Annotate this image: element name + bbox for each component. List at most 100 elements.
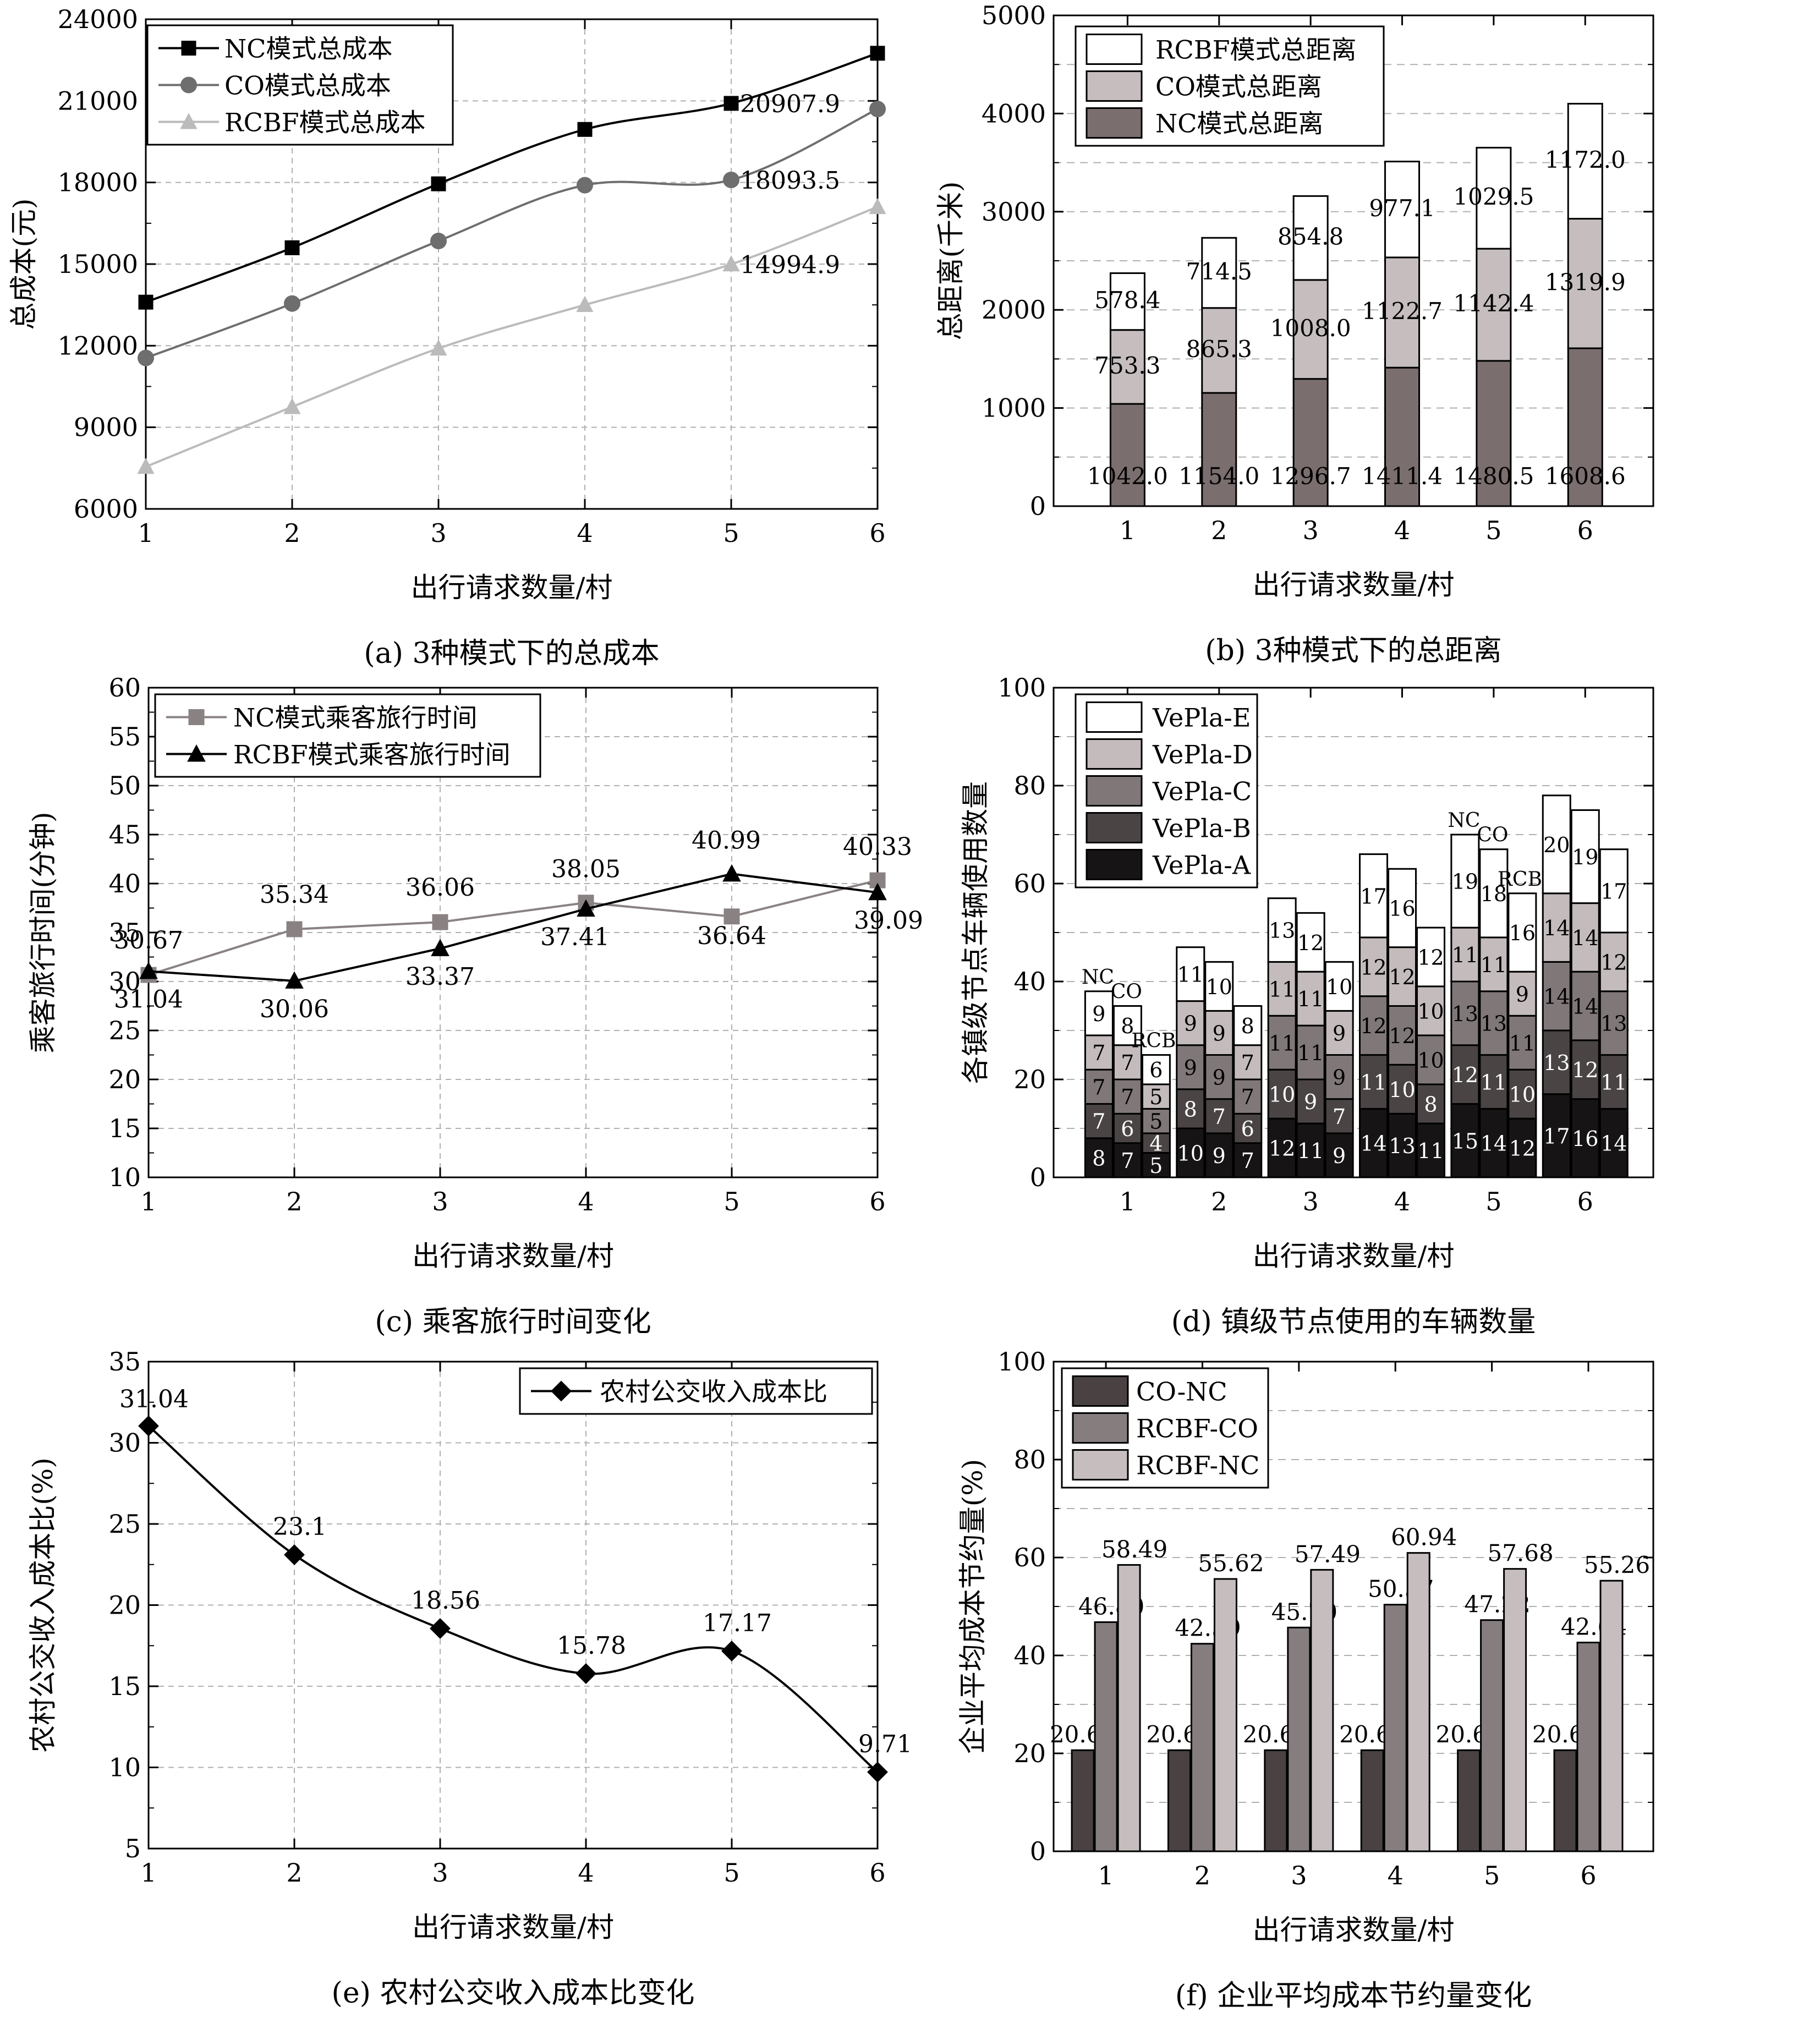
bar-label: 18 bbox=[1481, 882, 1507, 906]
bar-segment bbox=[1084, 1103, 1114, 1139]
x-tick-label: 2 bbox=[1211, 516, 1227, 545]
bar-segment bbox=[1233, 1005, 1263, 1046]
bar bbox=[1503, 1568, 1527, 1852]
bar-label: 9 bbox=[1184, 1012, 1197, 1036]
bar-label: 14 bbox=[1572, 995, 1598, 1019]
x-tick-label: 5 bbox=[1484, 1861, 1500, 1890]
bar-segment bbox=[1570, 1039, 1600, 1100]
y-tick-label: 21000 bbox=[58, 86, 138, 116]
bar-segment bbox=[1112, 1142, 1142, 1178]
bar-segment bbox=[1112, 1044, 1142, 1081]
y-tick-label: 20 bbox=[1013, 1065, 1046, 1094]
x-tick-label: 5 bbox=[1485, 516, 1501, 545]
bar-segment bbox=[1542, 1029, 1571, 1095]
data-label: 18093.5 bbox=[740, 167, 840, 195]
data-point bbox=[139, 961, 158, 979]
x-tick-label: 2 bbox=[1211, 1187, 1227, 1216]
x-tick-label: 5 bbox=[723, 1858, 739, 1888]
bar bbox=[1287, 1626, 1311, 1852]
x-tick-label: 2 bbox=[284, 518, 300, 548]
panel-caption: (f) 企业平均成本节约量变化 bbox=[1175, 1979, 1532, 2012]
y-tick-label: 0 bbox=[1030, 1162, 1046, 1192]
bar-segment bbox=[1567, 218, 1603, 349]
data-label: 35.34 bbox=[260, 881, 329, 909]
bar-label: 7 bbox=[1333, 1105, 1346, 1129]
bar-label: 16 bbox=[1389, 897, 1415, 921]
legend-swatch bbox=[1086, 70, 1143, 102]
y-tick-label: 15 bbox=[108, 1671, 141, 1701]
bar-segment bbox=[1476, 248, 1512, 362]
bar-label: 8 bbox=[1241, 1014, 1254, 1038]
bar-segment bbox=[1599, 1107, 1629, 1178]
x-axis-label: 出行请求数量/村 bbox=[411, 572, 613, 604]
legend-marker bbox=[180, 76, 197, 94]
x-tick-label: 4 bbox=[577, 518, 593, 548]
bar-label: 1029.5 bbox=[1453, 183, 1534, 210]
bar-label: 13 bbox=[1269, 919, 1295, 943]
bar-segment bbox=[1204, 1054, 1234, 1100]
x-tick-label: 3 bbox=[430, 518, 446, 548]
y-tick-label: 100 bbox=[997, 1347, 1046, 1377]
data-point bbox=[284, 295, 300, 312]
bar-label: 7 bbox=[1241, 1051, 1254, 1075]
bar-label: 13 bbox=[1481, 1012, 1507, 1036]
bar-label: 14 bbox=[1481, 1132, 1507, 1156]
bar-label: 11 bbox=[1600, 1070, 1627, 1094]
legend-label: RCBF模式总距离 bbox=[1155, 35, 1357, 65]
data-point bbox=[138, 294, 154, 310]
data-label: 17.17 bbox=[703, 1609, 772, 1637]
bar-label: 1008.0 bbox=[1270, 315, 1351, 342]
legend-swatch bbox=[1086, 34, 1143, 65]
bar-label: 6 bbox=[1121, 1117, 1134, 1141]
bar-segment bbox=[1359, 1107, 1389, 1178]
data-point bbox=[137, 458, 155, 474]
data-label: 31.04 bbox=[119, 1385, 189, 1413]
bar-label: 14 bbox=[1600, 1132, 1627, 1156]
series-line-0 bbox=[147, 1425, 879, 1773]
legend-swatch bbox=[1072, 1449, 1129, 1480]
series-line-1 bbox=[148, 873, 878, 982]
y-tick-label: 6000 bbox=[74, 494, 138, 524]
bar bbox=[1406, 1552, 1430, 1852]
y-tick-label: 4000 bbox=[982, 98, 1046, 128]
data-point bbox=[867, 1762, 888, 1783]
y-tick-label: 10 bbox=[108, 1162, 141, 1192]
bar-segment bbox=[1141, 1152, 1171, 1178]
x-tick-label: 3 bbox=[1303, 516, 1319, 545]
bar-segment bbox=[1296, 1122, 1325, 1178]
legend-marker bbox=[188, 709, 205, 725]
bar-segment bbox=[1567, 102, 1603, 220]
x-tick-label: 3 bbox=[432, 1858, 448, 1888]
bar-label: 8 bbox=[1184, 1097, 1197, 1121]
y-tick-label: 40 bbox=[1013, 967, 1046, 996]
bar-label: 8 bbox=[1121, 1014, 1134, 1038]
bar-segment bbox=[1416, 1034, 1446, 1085]
bar-label: 12 bbox=[1269, 1137, 1295, 1161]
x-tick-label: 6 bbox=[1580, 1861, 1596, 1890]
data-point bbox=[286, 921, 303, 937]
y-tick-label: 20 bbox=[108, 1065, 141, 1094]
data-label: 40.99 bbox=[692, 826, 761, 854]
y-tick-label: 30 bbox=[108, 1428, 141, 1458]
bar-label: 865.3 bbox=[1186, 336, 1252, 363]
bar-label: 7 bbox=[1213, 1105, 1226, 1129]
y-tick-label: 0 bbox=[1030, 1836, 1046, 1866]
bar bbox=[1383, 1604, 1407, 1852]
bar-label: 1608.6 bbox=[1545, 463, 1626, 490]
bar-segment bbox=[1141, 1083, 1171, 1110]
bar-label: 11 bbox=[1177, 963, 1204, 987]
bar-label: 6 bbox=[1241, 1117, 1254, 1141]
panel-caption: (a) 3种模式下的总成本 bbox=[364, 637, 659, 670]
bar-label: 1042.0 bbox=[1087, 463, 1168, 490]
bar-label: 10 bbox=[1177, 1142, 1204, 1166]
bar-label: 55.62 bbox=[1198, 1550, 1264, 1577]
bar-label: 7 bbox=[1241, 1085, 1254, 1109]
x-tick-label: 1 bbox=[1120, 1187, 1136, 1216]
bar-label: 10 bbox=[1206, 975, 1232, 999]
bar-label: 12 bbox=[1509, 1137, 1536, 1161]
x-tick-label: 2 bbox=[286, 1187, 302, 1216]
data-point bbox=[575, 1663, 596, 1684]
bar-label: 19 bbox=[1572, 845, 1598, 869]
x-tick-label: 3 bbox=[432, 1187, 448, 1216]
